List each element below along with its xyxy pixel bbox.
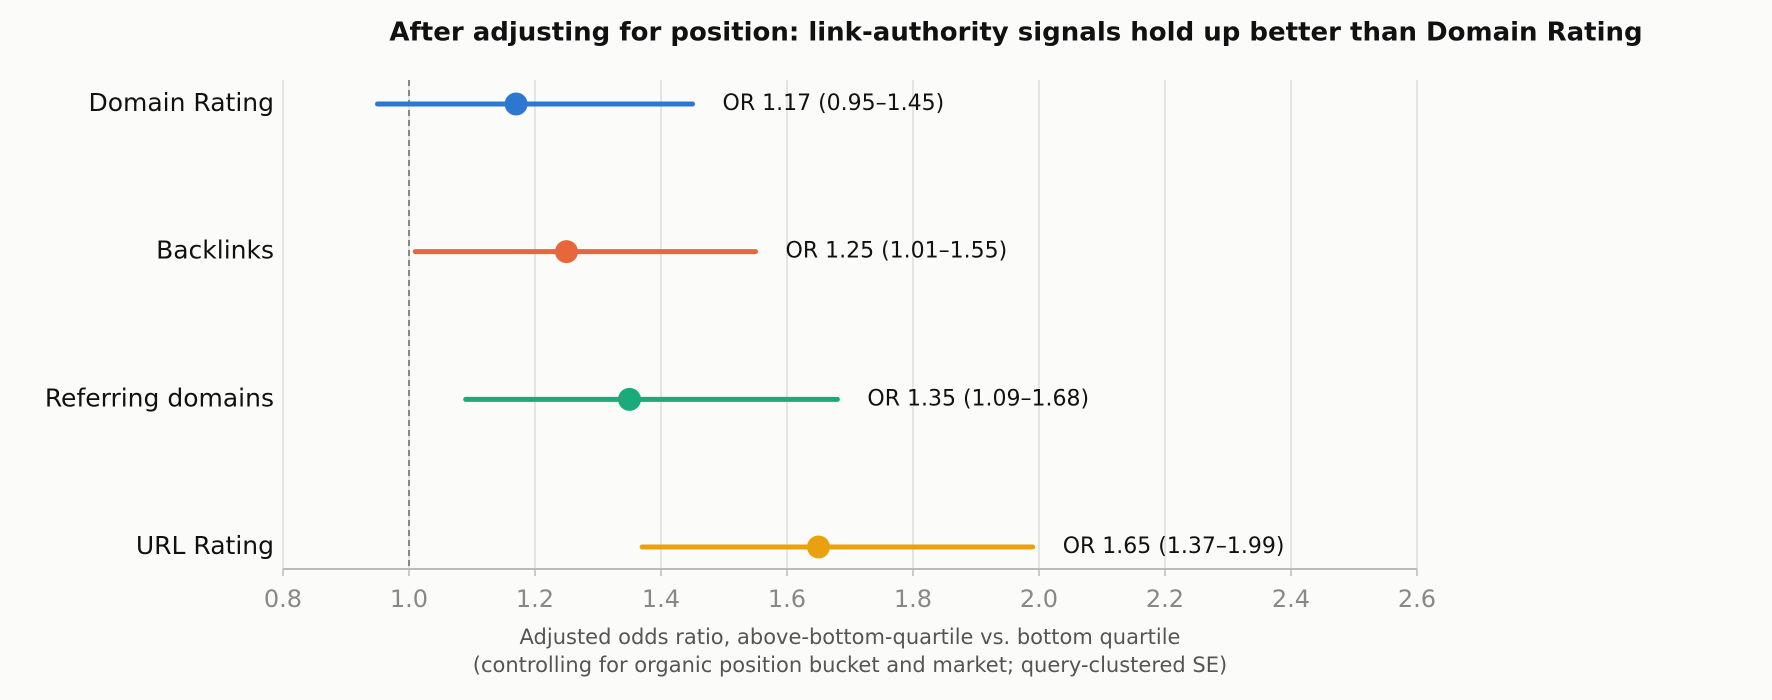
x-tick-label: 1.4 <box>642 585 680 613</box>
value-label: OR 1.65 (1.37–1.99) <box>1063 534 1285 559</box>
chart-title: After adjusting for position: link-autho… <box>389 18 1642 48</box>
x-tick-label: 1.2 <box>516 585 554 613</box>
x-tick-label: 2.2 <box>1146 585 1184 613</box>
x-axis-label: (controlling for organic position bucket… <box>473 653 1227 677</box>
y-tick-label: Domain Rating <box>88 88 274 117</box>
point-estimate <box>807 535 830 559</box>
y-tick-label: Referring domains <box>45 383 274 412</box>
x-tick-label: 2.4 <box>1272 585 1310 613</box>
point-estimate <box>555 240 578 264</box>
value-label: OR 1.25 (1.01–1.55) <box>786 239 1008 264</box>
x-axis-label: Adjusted odds ratio, above-bottom-quarti… <box>520 625 1181 649</box>
x-tick-label: 1.8 <box>894 585 932 613</box>
point-estimate <box>504 92 528 116</box>
point-estimate <box>618 387 641 411</box>
x-tick-label: 1.0 <box>390 585 428 613</box>
x-tick-label: 2.6 <box>1398 585 1436 613</box>
y-tick-label: URL Rating <box>136 531 274 560</box>
value-label: OR 1.17 (0.95–1.45) <box>723 91 945 116</box>
x-tick-label: 0.8 <box>264 585 302 613</box>
value-label: OR 1.35 (1.09–1.68) <box>867 386 1089 411</box>
x-tick-label: 1.6 <box>768 585 806 613</box>
y-tick-label: Backlinks <box>156 236 274 265</box>
x-tick-label: 2.0 <box>1020 585 1058 613</box>
